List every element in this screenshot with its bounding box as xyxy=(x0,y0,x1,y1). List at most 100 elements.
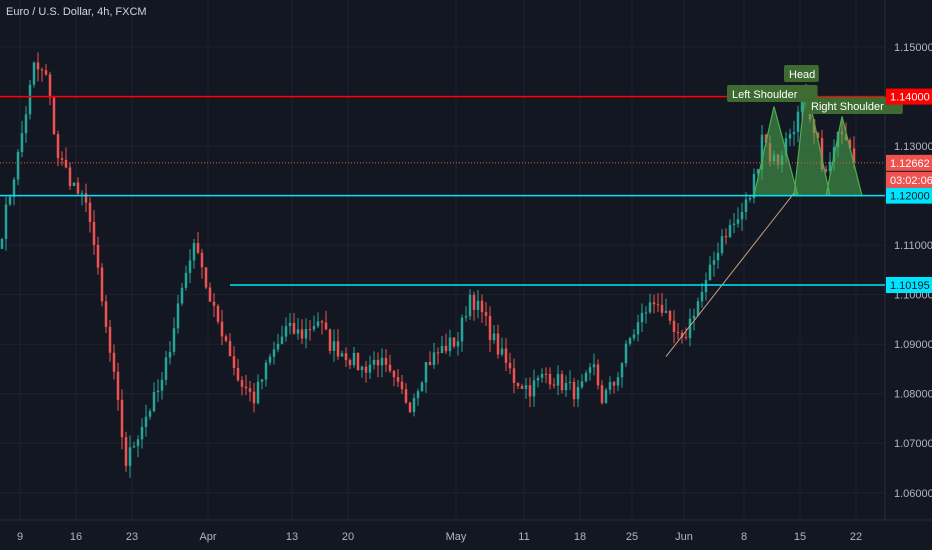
candle-body xyxy=(684,336,688,338)
candle-body xyxy=(40,69,44,71)
candle-body xyxy=(136,439,140,447)
candle-body xyxy=(372,359,376,365)
candle-body xyxy=(148,411,152,417)
right-shoulder-label: Right Shoulder xyxy=(806,97,903,114)
candle-body xyxy=(60,158,64,160)
candle-body xyxy=(504,348,508,363)
candle-body xyxy=(132,446,136,448)
candle-body xyxy=(96,244,100,268)
annotation-text: Right Shoulder xyxy=(811,101,884,113)
candle-body xyxy=(480,300,484,313)
trendline[interactable] xyxy=(665,192,795,357)
time-tick-label: 25 xyxy=(626,531,638,543)
candle-body xyxy=(612,382,616,386)
candle-body xyxy=(160,379,164,391)
candle-body xyxy=(656,304,660,306)
candle-body xyxy=(640,312,644,323)
candle-body xyxy=(64,159,68,168)
candle-body xyxy=(364,366,368,373)
candle-body xyxy=(76,182,80,194)
current-price-tag: 1.12662 xyxy=(890,158,930,170)
time-tick-label: 20 xyxy=(342,531,354,543)
candle-body xyxy=(344,353,348,361)
candle-body xyxy=(284,326,288,337)
candle-body xyxy=(288,322,292,327)
price-tick-label: 1.11000 xyxy=(894,240,932,252)
time-axis[interactable]: 9 16 23 Apr 13 20 May 11 18 25 Jun 8 15 22 xyxy=(17,531,862,543)
candle-body xyxy=(784,138,788,156)
candle-body xyxy=(676,331,680,333)
time-tick-label: 15 xyxy=(794,531,806,543)
time-tick-label: 9 xyxy=(17,531,23,543)
annotation-bg xyxy=(784,65,819,82)
candle-body xyxy=(16,152,20,180)
candle-body xyxy=(520,386,524,389)
candle-body xyxy=(4,204,8,239)
candle-body xyxy=(336,341,340,357)
candle-body xyxy=(276,343,280,350)
candle-body xyxy=(484,312,488,316)
candle-body xyxy=(256,381,260,404)
candle-body xyxy=(280,336,284,344)
candle-body xyxy=(672,320,676,332)
support-2-price-tag-bg xyxy=(886,277,932,294)
candle-body xyxy=(720,236,724,254)
candle-body xyxy=(116,371,120,400)
candle-body xyxy=(608,382,612,390)
grid xyxy=(0,0,932,521)
candle-body xyxy=(240,380,244,387)
candle-body xyxy=(732,223,736,225)
candle-body xyxy=(596,364,600,386)
candle-body xyxy=(704,280,708,293)
time-tick-label: 11 xyxy=(518,531,529,543)
time-tick-label: Jun xyxy=(675,531,693,543)
price-tick-label: 1.08000 xyxy=(894,389,932,401)
candle-body xyxy=(796,111,800,132)
candle-body xyxy=(624,343,628,364)
candle-body xyxy=(300,329,304,339)
price-tick-label: 1.15000 xyxy=(894,42,932,54)
candle-body xyxy=(464,316,468,318)
candle-body xyxy=(324,322,328,330)
candle-body xyxy=(308,329,312,331)
candle-body xyxy=(740,212,744,220)
candle-body xyxy=(496,333,500,355)
candle-body xyxy=(52,97,56,135)
candle-body xyxy=(412,398,416,413)
time-tick-label: May xyxy=(446,531,467,543)
candle-body xyxy=(216,305,220,322)
candle-body xyxy=(752,173,756,199)
price-tick-label: 1.09000 xyxy=(894,339,932,351)
candle-body xyxy=(828,161,832,172)
candle-body xyxy=(488,315,492,341)
price-axis[interactable]: 1.150001.140001.130001.120001.110001.100… xyxy=(886,42,932,500)
candle-body xyxy=(164,357,168,380)
candle-body xyxy=(184,272,188,288)
resistance-price-tag: 1.14000 xyxy=(890,92,930,104)
candle-body xyxy=(112,352,116,372)
candle-body xyxy=(252,391,256,404)
candle-body xyxy=(532,380,536,397)
candle-body xyxy=(688,318,692,338)
annotation-text: Head xyxy=(789,69,815,81)
candle-body xyxy=(220,321,224,337)
candle-body xyxy=(204,267,208,288)
candle-body xyxy=(588,367,592,373)
candle-body xyxy=(576,387,580,400)
candle-body xyxy=(200,252,204,268)
candle-body xyxy=(680,332,684,337)
resistance-price-tag-bg xyxy=(886,88,932,105)
chart-title: Euro / U.S. Dollar, 4h, FXCM xyxy=(6,6,147,18)
candle-body xyxy=(244,386,248,389)
candle-body xyxy=(0,238,4,249)
candle-body xyxy=(472,294,476,310)
candle-body xyxy=(188,260,192,273)
candle-body xyxy=(144,416,148,427)
candle-body xyxy=(604,389,608,404)
candle-body xyxy=(428,361,432,365)
candle-body xyxy=(176,303,180,329)
candle-body xyxy=(548,373,552,385)
candle-body xyxy=(664,311,668,313)
